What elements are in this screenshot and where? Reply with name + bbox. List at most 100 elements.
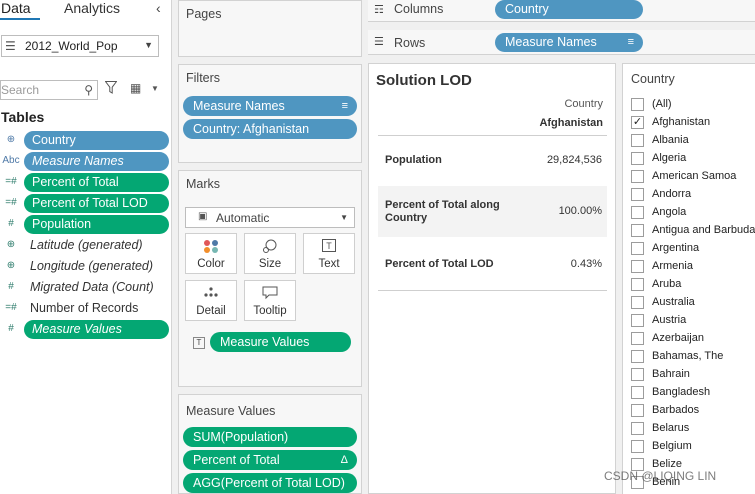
country-list-item[interactable]: Bahamas, The [631,348,755,366]
columns-pill-label: Country [505,2,549,16]
mark-type-icon: ▣ [198,211,208,222]
checkbox-icon[interactable] [631,134,644,147]
checkbox-icon[interactable] [631,170,644,183]
table-row[interactable]: Population 29,824,536 [378,144,607,178]
country-list-item[interactable]: ✓ Afghanistan [631,114,755,132]
filter-pill-label: Country: Afghanistan [193,122,310,136]
checkbox-icon[interactable] [631,332,644,345]
mark-type-select[interactable]: ▣ Automatic ▼ [185,207,355,228]
country-list-item[interactable]: (All) [631,96,755,114]
checkbox-icon[interactable] [631,98,644,111]
rows-shelf[interactable]: ☰ Rows Measure Names ≡ [368,30,755,55]
color-button[interactable]: Color [185,233,237,274]
checkbox-icon[interactable] [631,260,644,273]
country-filter-title: Country [631,72,675,86]
country-list-item[interactable]: Algeria [631,150,755,168]
tab-data[interactable]: Data [0,0,40,20]
search-icon[interactable]: ⚲ [84,83,93,97]
country-list-item[interactable]: Bahrain [631,366,755,384]
search-input[interactable] [1,82,79,98]
filter-pill-label: Measure Names [193,99,285,113]
country-list-item[interactable]: Albania [631,132,755,150]
chevron-left-icon[interactable]: ‹ [156,0,161,16]
country-list-item[interactable]: Aruba [631,276,755,294]
checkbox-icon[interactable] [631,476,644,489]
chevron-down-icon[interactable]: ▼ [151,84,159,93]
checkbox-icon[interactable] [631,440,644,453]
filter-icon[interactable] [104,81,118,97]
checkbox-icon[interactable] [631,206,644,219]
checkbox-checked-icon[interactable]: ✓ [631,116,644,129]
checkbox-icon[interactable] [631,296,644,309]
pages-card[interactable]: Pages [178,0,362,57]
country-label: Benin [652,476,681,488]
country-list-item[interactable]: Argentina [631,240,755,258]
checkbox-icon[interactable] [631,404,644,417]
country-list-item[interactable]: Australia [631,294,755,312]
country-list-item[interactable]: Andorra [631,186,755,204]
country-list-item[interactable]: Azerbaijan [631,330,755,348]
row-measure-name: Population [385,154,442,166]
field-item[interactable]: ⊕ Longitude (generated) [0,256,172,277]
field-type-icon: ⊕ [6,239,16,250]
checkbox-icon[interactable] [631,422,644,435]
checkbox-icon[interactable] [631,152,644,165]
field-label: Migrated Data (Count) [30,280,154,294]
filter-pill-measure-names[interactable]: Measure Names ≡ [183,96,357,116]
table-row[interactable]: Percent of Total LOD 0.43% [378,246,607,282]
country-list-item[interactable]: Belize [631,456,755,474]
field-type-icon: # [8,323,14,334]
checkbox-icon[interactable] [631,368,644,381]
column-header-value[interactable]: Afghanistan [539,117,603,129]
checkbox-icon[interactable] [631,458,644,471]
country-list-item[interactable]: Benin [631,474,755,492]
country-list-item[interactable]: Belgium [631,438,755,456]
detail-button[interactable]: Detail [185,280,237,321]
mark-pill-measure-values[interactable]: Measure Values [210,332,351,352]
checkbox-icon[interactable] [631,278,644,291]
country-list-item[interactable]: Austria [631,312,755,330]
measure-pill-sum-population[interactable]: SUM(Population) [183,427,357,447]
measure-pill-percent-of-total[interactable]: Percent of Total Δ [183,450,357,470]
country-list-item[interactable]: Bangladesh [631,384,755,402]
checkbox-icon[interactable] [631,242,644,255]
checkbox-icon[interactable] [631,314,644,327]
field-item[interactable]: =# Percent of Total LOD [0,193,172,214]
country-list-item[interactable]: Armenia [631,258,755,276]
country-list-item[interactable]: Belarus [631,420,755,438]
text-mark-icon: T [193,337,205,349]
measure-pill-percent-of-total-lod[interactable]: AGG(Percent of Total LOD) [183,473,357,493]
tooltip-button[interactable]: Tooltip [244,280,296,321]
sort-icon: ≡ [627,36,634,48]
text-button[interactable]: T Text [303,233,355,274]
data-source-select[interactable]: ☰ 2012_World_Pop ▼ [1,35,159,57]
checkbox-icon[interactable] [631,188,644,201]
checkbox-icon[interactable] [631,386,644,399]
checkbox-icon[interactable] [631,224,644,237]
size-label: Size [258,258,282,270]
field-item[interactable]: # Migrated Data (Count) [0,277,172,298]
field-item[interactable]: # Measure Values [0,319,172,340]
color-label: Color [197,258,225,270]
checkbox-icon[interactable] [631,350,644,363]
field-item[interactable]: ⊕ Latitude (generated) [0,235,172,256]
country-list-item[interactable]: American Samoa [631,168,755,186]
country-list-item[interactable]: Barbados [631,402,755,420]
measure-pill-label: Percent of Total [193,453,280,467]
size-button[interactable]: Size [244,233,296,274]
filter-pill-country[interactable]: Country: Afghanistan [183,119,357,139]
field-item[interactable]: Abc Measure Names [0,151,172,172]
country-list-item[interactable]: Antigua and Barbuda [631,222,755,240]
rows-pill-measure-names[interactable]: Measure Names ≡ [495,33,643,52]
field-item[interactable]: =# Number of Records [0,298,172,319]
list-view-icon[interactable]: ▦ [130,81,142,95]
columns-shelf[interactable]: ☶ Columns Country [368,0,755,22]
tab-analytics[interactable]: Analytics [64,0,121,16]
field-item[interactable]: # Population [0,214,172,235]
country-label: Armenia [652,260,693,272]
table-row[interactable]: Percent of Total along Country 100.00% [378,186,607,237]
country-list-item[interactable]: Angola [631,204,755,222]
columns-pill-country[interactable]: Country [495,0,643,19]
field-item[interactable]: =# Percent of Total [0,172,172,193]
field-item[interactable]: ⊕ Country [0,130,172,151]
